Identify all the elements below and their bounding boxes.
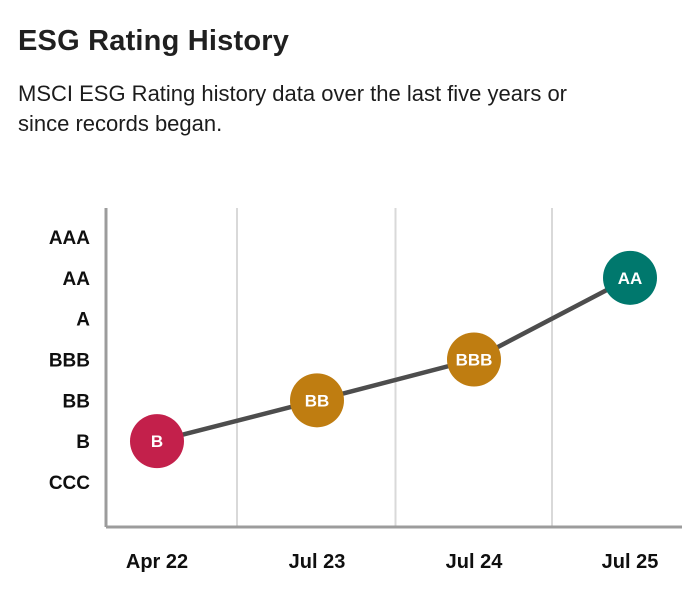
y-axis-label: A xyxy=(76,309,90,330)
rating-point xyxy=(603,250,657,305)
page-header: ESG Rating History MSCI ESG Rating histo… xyxy=(0,0,700,140)
x-axis-label: Jul 25 xyxy=(602,551,659,573)
rating-point xyxy=(290,372,344,427)
y-axis-label: AA xyxy=(63,268,91,289)
y-axis-label: BB xyxy=(63,391,90,412)
page-title: ESG Rating History xyxy=(18,25,290,57)
y-axis-label: AAA xyxy=(49,228,90,249)
rating-point-label: B xyxy=(151,432,163,451)
y-axis-label: CCC xyxy=(49,473,90,494)
rating-point xyxy=(447,332,501,387)
page-subtitle: MSCI ESG Rating history data over the la… xyxy=(18,80,568,137)
y-axis-label: B xyxy=(76,432,90,453)
rating-trend-line xyxy=(154,275,633,443)
rating-point-label: BBB xyxy=(456,350,493,369)
x-axis-label: Jul 23 xyxy=(289,551,346,573)
x-axis-label: Jul 24 xyxy=(446,551,504,573)
rating-point-label: BB xyxy=(305,391,330,410)
x-axis-label: Apr 22 xyxy=(126,551,188,573)
rating-point-label: AA xyxy=(618,268,643,287)
rating-point xyxy=(130,413,184,468)
y-axis-label: BBB xyxy=(49,350,90,371)
